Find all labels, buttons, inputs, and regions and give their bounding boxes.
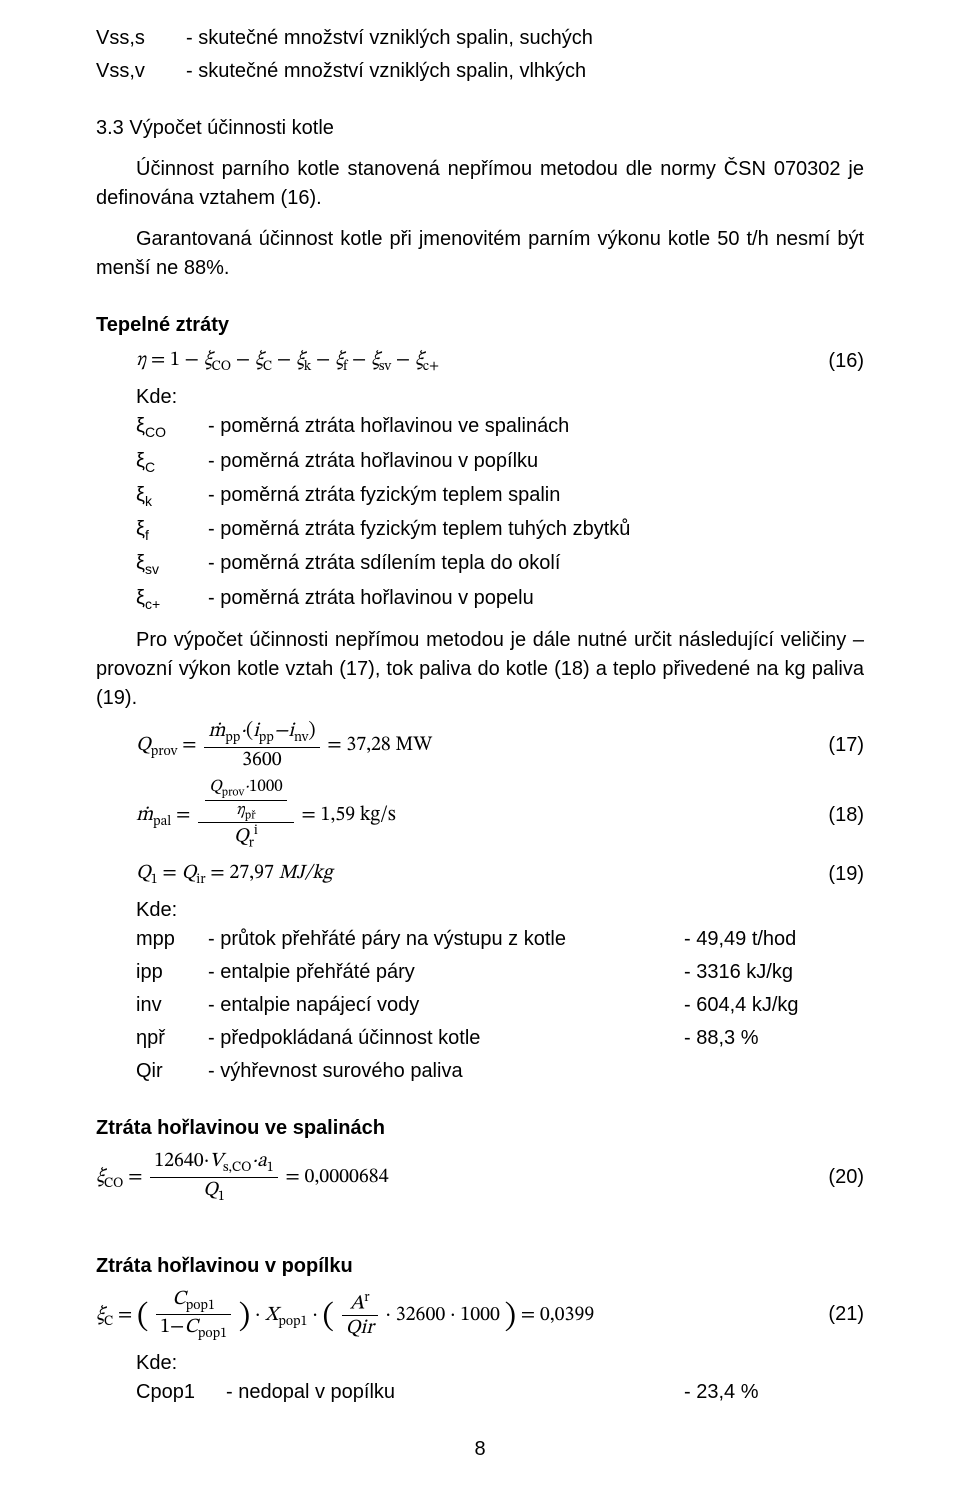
definition-list-top: Vss,s - skutečné množství vzniklých spal… (96, 24, 864, 86)
def-desc: - nedopal v popílku (226, 1378, 684, 1407)
def-desc: - poměrná ztráta hořlavinou v popelu (208, 584, 864, 614)
eq-number: (20) (804, 1163, 864, 1192)
def-desc: - poměrná ztráta fyzickým teplem tuhých … (208, 515, 864, 545)
def-row: ξCO - poměrná ztráta hořlavinou ve spali… (136, 412, 864, 442)
def-row: ξC - poměrná ztráta hořlavinou v popílku (136, 447, 864, 477)
def-desc: - poměrná ztráta hořlavinou ve spalinách (208, 412, 864, 442)
def-desc: - poměrná ztráta fyzickým teplem spalin (208, 481, 864, 511)
subsection-heading: Tepelné ztráty (96, 311, 864, 340)
section-heading: 3.3 Výpočet účinnosti kotle (96, 114, 864, 143)
def-sym: mpp (136, 925, 208, 954)
def-desc: - předpokládaná účinnost kotle (208, 1024, 684, 1053)
def-desc: - skutečné množství vzniklých spalin, vl… (186, 57, 864, 86)
def-sym: ηpř (136, 1024, 208, 1053)
def-sym: inv (136, 991, 208, 1020)
def-sym: Vss,s (96, 24, 186, 53)
def-desc: - entalpie přehřáté páry (208, 958, 684, 987)
equation-21: ξC = ( Cpop1 1−Cpop1 ) · Xpop1 · ( Ar Qi… (96, 1287, 864, 1344)
eq-number: (17) (804, 731, 864, 760)
eq-result: = 0,0000684 (285, 1167, 388, 1187)
def-desc: - skutečné množství vzniklých spalin, su… (186, 24, 864, 53)
kde-label: Kde: (96, 1349, 864, 1378)
cpop-def: Cpop1 - nedopal v popílku - 23,4 % (96, 1378, 864, 1407)
def-row: ipp - entalpie přehřáté páry - 3316 kJ/k… (136, 958, 864, 987)
eq-number: (19) (804, 860, 864, 889)
eq-number: (16) (804, 347, 864, 376)
def-row: Qir - výhřevnost surového paliva (136, 1057, 864, 1086)
def-val: - 3316 kJ/kg (684, 958, 864, 987)
def-desc: - poměrná ztráta sdílením tepla do okolí (208, 549, 864, 579)
paragraph: Pro výpočet účinnosti nepřímou metodou j… (96, 626, 864, 713)
xi-definition-list: ξCO - poměrná ztráta hořlavinou ve spali… (96, 412, 864, 614)
kde-label: Kde: (96, 383, 864, 412)
def-desc: - průtok přehřáté páry na výstupu z kotl… (208, 925, 684, 954)
equation-18: ṁpal = Qprov·1000 ηpř Qri = 1,59 kg/s (1… (96, 778, 864, 853)
def-row: ηpř - předpokládaná účinnost kotle - 88,… (136, 1024, 864, 1053)
def-sym: ξC (136, 447, 208, 477)
def-row: ξf - poměrná ztráta fyzickým teplem tuhý… (136, 515, 864, 545)
def-sym: ξCO (136, 412, 208, 442)
def-val: - 604,4 kJ/kg (684, 991, 864, 1020)
def-val: - 88,3 % (684, 1024, 864, 1053)
def-row: ξc+ - poměrná ztráta hořlavinou v popelu (136, 584, 864, 614)
def-val (684, 1057, 864, 1086)
def-desc: - poměrná ztráta hořlavinou v popílku (208, 447, 864, 477)
def-desc: - výhřevnost surového paliva (208, 1057, 684, 1086)
def-row: Cpop1 - nedopal v popílku - 23,4 % (136, 1378, 864, 1407)
equation-20: ξCO = 12640·Vs,CO·a1 Q1 = 0,0000684 (20) (96, 1149, 864, 1206)
def-row: ξk - poměrná ztráta fyzickým teplem spal… (136, 481, 864, 511)
equation-17: Qprov = ṁpp·(ipp−inv) 3600 = 37,28 MW (1… (96, 719, 864, 772)
def-sym: ξf (136, 515, 208, 545)
def-sym: Cpop1 (136, 1378, 226, 1407)
def-sym: ξk (136, 481, 208, 511)
equation-19: Q1 = Qir = 27,97 MJ/kg (19) (96, 859, 864, 890)
def-row: inv - entalpie napájecí vody - 604,4 kJ/… (136, 991, 864, 1020)
param-definition-list: mpp - průtok přehřáté páry na výstupu z … (96, 925, 864, 1086)
kde-label: Kde: (96, 896, 864, 925)
eq-number: (18) (804, 801, 864, 830)
eq-result: = 1,59 kg/s (301, 805, 395, 825)
paragraph: Garantovaná účinnost kotle při jmenovité… (96, 225, 864, 283)
def-sym: ξsv (136, 549, 208, 579)
eq-number: (21) (804, 1300, 864, 1329)
def-val: - 23,4 % (684, 1378, 864, 1407)
subsection-heading: Ztráta hořlavinou v popílku (96, 1252, 864, 1281)
def-desc: - entalpie napájecí vody (208, 991, 684, 1020)
def-sym: ipp (136, 958, 208, 987)
def-sym: ξc+ (136, 584, 208, 614)
page-number: 8 (96, 1435, 864, 1464)
eq-result: = 0,0399 (521, 1305, 595, 1325)
eq-result: = 37,28 MW (327, 735, 432, 755)
equation-16: η = 1 − ξCO − ξC − ξk − ξf − ξsv − ξc+ (… (96, 346, 864, 377)
def-row: Vss,s - skutečné množství vzniklých spal… (96, 24, 864, 53)
def-row: mpp - průtok přehřáté páry na výstupu z … (136, 925, 864, 954)
def-sym: Qir (136, 1057, 208, 1086)
subsection-heading: Ztráta hořlavinou ve spalinách (96, 1114, 864, 1143)
def-row: Vss,v - skutečné množství vzniklých spal… (96, 57, 864, 86)
def-row: ξsv - poměrná ztráta sdílením tepla do o… (136, 549, 864, 579)
def-val: - 49,49 t/hod (684, 925, 864, 954)
def-sym: Vss,v (96, 57, 186, 86)
paragraph: Účinnost parního kotle stanovená nepřímo… (96, 155, 864, 213)
